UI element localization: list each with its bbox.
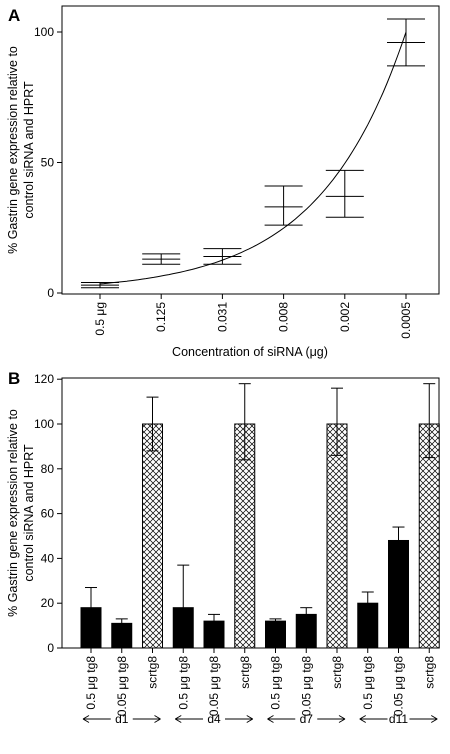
panel-b-group-arrowhead-right	[246, 715, 254, 723]
panel-b-y-title-line1: % Gastrin gene expression relative to	[6, 409, 20, 617]
panel-b: B 0 20 40 60 80 100 120 0.5 μg tg8 0.05 μg tg8 s…	[6, 369, 440, 726]
panel-b-group-arrowhead-left	[359, 715, 367, 723]
panel-b-bar-sirna	[172, 607, 194, 649]
panel-b-x-axis: 0.5 μg tg8 0.05 μg tg8 scrtg8 0.5 μg tg8 0.0…	[84, 648, 436, 716]
panel-b-y-tick-label: 80	[41, 462, 55, 476]
panel-b-group-label: d7	[300, 712, 314, 726]
panel-b-bar-sirna	[357, 602, 379, 649]
panel-a-x-tick-label: 0.5 μg	[93, 302, 107, 336]
panel-b-x-tick-label: scrtg8	[422, 656, 436, 689]
panel-b-bar-scrambled	[142, 423, 163, 649]
panel-b-group-arrowhead-right	[430, 715, 438, 723]
panel-b-group-arrowhead-left	[82, 715, 90, 723]
panel-a-fit-curve	[99, 31, 407, 285]
panel-b-bars	[80, 383, 440, 649]
panel-b-y-tick-label: 20	[41, 596, 55, 610]
panel-b-group-label: d11	[389, 712, 408, 726]
panel-b-label: B	[8, 369, 20, 388]
panel-b-bar-sirna	[111, 622, 133, 649]
panel-b-y-tick-label: 100	[34, 417, 54, 431]
panel-b-x-tick-label: 0.05 μg tg8	[207, 656, 221, 717]
panel-b-group-arrowhead-left	[267, 715, 274, 723]
panel-a-x-title: Concentration of siRNA (μg)	[172, 345, 328, 359]
panel-b-day-groups: d1 d4 d7 d11	[82, 712, 438, 726]
panel-b-x-tick-label: scrtg8	[330, 656, 344, 689]
panel-a-frame	[61, 5, 440, 295]
panel-b-x-tick-label: 0.05 μg tg8	[392, 656, 406, 717]
panel-b-group-arrowhead-right	[154, 715, 161, 723]
panel-b-x-tick-label: scrtg8	[238, 656, 252, 689]
panel-a-y-tick-label: 100	[34, 25, 54, 39]
panel-b-x-tick-label: 0.5 μg tg8	[176, 656, 190, 710]
panel-b-x-tick-label: 0.05 μg tg8	[299, 656, 313, 717]
panel-b-x-tick-label: 0.5 μg tg8	[361, 656, 375, 710]
panel-b-x-tick-label: scrtg8	[146, 656, 160, 689]
panel-b-group-arrowhead-right	[338, 715, 346, 723]
panel-b-bar-sirna	[388, 539, 409, 649]
panel-a-x-title-prefix: Concentration of siRNA (	[172, 345, 310, 359]
panel-b-y-title-line2: control siRNA and HPRT	[22, 444, 36, 582]
panel-b-y-axis: 0 20 40 60 80 100 120	[34, 372, 62, 655]
panel-b-x-tick-label: 0.5 μg tg8	[269, 656, 283, 710]
panel-a-y-title-line2: control siRNA and HPRT	[22, 81, 36, 219]
panel-b-group-arrowhead-left	[174, 715, 182, 723]
panel-b-y-tick-label: 60	[41, 507, 55, 521]
panel-b-group-label: d4	[207, 712, 221, 726]
panel-b-x-tick-label: 0.5 μg tg8	[84, 656, 98, 710]
panel-a-y-tick-label: 50	[41, 156, 55, 170]
panel-a-x-title-suffix: )	[324, 345, 328, 359]
panel-a-y-axis: 0 50 100	[34, 25, 62, 300]
panel-a-x-tick-label: 0.0005	[399, 302, 413, 339]
panel-a-label: A	[8, 6, 20, 25]
panel-a-x-tick-label: 0.008	[277, 302, 291, 332]
panel-a-data-points	[81, 18, 425, 289]
panel-a-y-title-line1: % Gastrin gene expression relative to	[6, 46, 20, 254]
panel-b-bar-scrambled	[326, 423, 348, 649]
panel-b-bar-sirna	[203, 620, 225, 649]
panel-a-x-title-unit: μg	[310, 345, 324, 359]
panel-b-bar-sirna	[80, 607, 102, 649]
panel-a-x-tick-label: 0.125	[154, 302, 168, 332]
panel-a: A 0 50 100 0.5 μg 0.125 0.031 0.008 0.002 0.000…	[6, 5, 440, 359]
panel-b-group-label: d1	[115, 712, 129, 726]
panel-b-y-tick-label: 120	[34, 372, 54, 386]
panel-b-bar-sirna	[265, 620, 286, 649]
panel-a-y-tick-label: 0	[47, 286, 54, 300]
panel-a-x-tick-label: 0.031	[215, 302, 229, 332]
panel-a-x-axis: 0.5 μg 0.125 0.031 0.008 0.002 0.0005	[93, 294, 413, 339]
panel-b-bar-sirna	[295, 613, 317, 649]
panel-b-y-tick-label: 0	[47, 641, 54, 655]
panel-b-x-tick-label: 0.05 μg tg8	[115, 656, 129, 717]
panel-b-y-tick-label: 40	[41, 551, 55, 565]
panel-a-x-tick-label: 0.002	[338, 302, 352, 332]
